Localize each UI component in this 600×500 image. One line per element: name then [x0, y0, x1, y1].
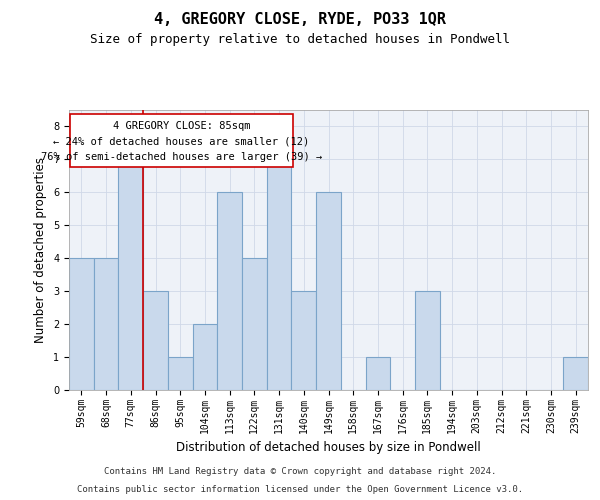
Bar	[267, 160, 292, 390]
Y-axis label: Number of detached properties: Number of detached properties	[34, 157, 47, 343]
Text: ← 24% of detached houses are smaller (12): ← 24% of detached houses are smaller (12…	[53, 136, 310, 146]
Bar	[168, 357, 193, 390]
Bar	[94, 258, 118, 390]
Text: 4, GREGORY CLOSE, RYDE, PO33 1QR: 4, GREGORY CLOSE, RYDE, PO33 1QR	[154, 12, 446, 28]
Bar	[415, 291, 440, 390]
Bar	[193, 324, 217, 390]
Bar	[242, 258, 267, 390]
Bar	[217, 192, 242, 390]
Text: Contains HM Land Registry data © Crown copyright and database right 2024.: Contains HM Land Registry data © Crown c…	[104, 467, 496, 476]
Bar	[143, 291, 168, 390]
Bar	[70, 114, 293, 166]
Text: Size of property relative to detached houses in Pondwell: Size of property relative to detached ho…	[90, 32, 510, 46]
Text: Contains public sector information licensed under the Open Government Licence v3: Contains public sector information licen…	[77, 484, 523, 494]
Bar	[292, 291, 316, 390]
Bar	[316, 192, 341, 390]
Bar	[563, 357, 588, 390]
X-axis label: Distribution of detached houses by size in Pondwell: Distribution of detached houses by size …	[176, 441, 481, 454]
Bar	[69, 258, 94, 390]
Bar	[365, 357, 390, 390]
Bar	[118, 160, 143, 390]
Text: 4 GREGORY CLOSE: 85sqm: 4 GREGORY CLOSE: 85sqm	[113, 120, 250, 130]
Text: 76% of semi-detached houses are larger (39) →: 76% of semi-detached houses are larger (…	[41, 152, 322, 162]
